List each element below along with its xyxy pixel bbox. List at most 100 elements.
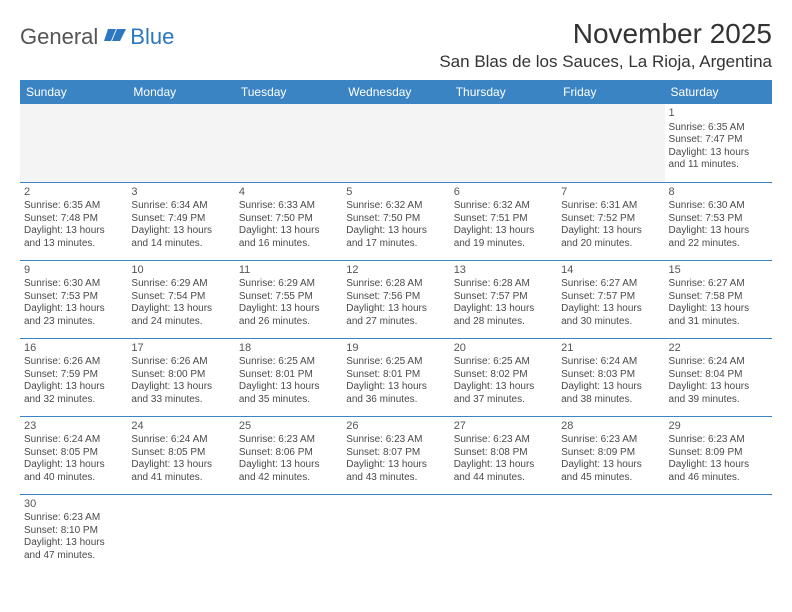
calendar-cell: 15Sunrise: 6:27 AMSunset: 7:58 PMDayligh…: [665, 260, 772, 338]
day-number: 24: [131, 420, 230, 434]
daylight-text: and 24 minutes.: [131, 316, 230, 329]
day-number: 27: [454, 420, 553, 434]
calendar-cell: 24Sunrise: 6:24 AMSunset: 8:05 PMDayligh…: [127, 416, 234, 494]
calendar-cell: 28Sunrise: 6:23 AMSunset: 8:09 PMDayligh…: [557, 416, 664, 494]
calendar-cell: [665, 494, 772, 576]
day-number: 1: [669, 107, 768, 121]
day-number: 26: [346, 420, 445, 434]
daylight-text: Daylight: 13 hours: [24, 381, 123, 394]
sunset-text: Sunset: 7:52 PM: [561, 213, 660, 226]
daylight-text: and 43 minutes.: [346, 472, 445, 485]
daylight-text: and 16 minutes.: [239, 238, 338, 251]
daylight-text: Daylight: 13 hours: [454, 303, 553, 316]
sunrise-text: Sunrise: 6:23 AM: [239, 434, 338, 447]
sunrise-text: Sunrise: 6:35 AM: [24, 200, 123, 213]
month-title: November 2025: [439, 18, 772, 50]
calendar-row: 16Sunrise: 6:26 AMSunset: 7:59 PMDayligh…: [20, 338, 772, 416]
day-number: 8: [669, 186, 768, 200]
sunrise-text: Sunrise: 6:35 AM: [669, 122, 768, 135]
sunset-text: Sunset: 7:47 PM: [669, 134, 768, 147]
sunrise-text: Sunrise: 6:23 AM: [24, 512, 123, 525]
sunset-text: Sunset: 8:09 PM: [669, 447, 768, 460]
day-number: 18: [239, 342, 338, 356]
calendar-cell: 22Sunrise: 6:24 AMSunset: 8:04 PMDayligh…: [665, 338, 772, 416]
daylight-text: Daylight: 13 hours: [669, 147, 768, 160]
calendar-cell: 20Sunrise: 6:25 AMSunset: 8:02 PMDayligh…: [450, 338, 557, 416]
day-number: 17: [131, 342, 230, 356]
day-header: Friday: [557, 80, 664, 104]
sunset-text: Sunset: 8:09 PM: [561, 447, 660, 460]
calendar-cell: 19Sunrise: 6:25 AMSunset: 8:01 PMDayligh…: [342, 338, 449, 416]
title-block: November 2025 San Blas de los Sauces, La…: [439, 18, 772, 72]
calendar-cell: 14Sunrise: 6:27 AMSunset: 7:57 PMDayligh…: [557, 260, 664, 338]
daylight-text: Daylight: 13 hours: [561, 459, 660, 472]
calendar-row: 1Sunrise: 6:35 AMSunset: 7:47 PMDaylight…: [20, 104, 772, 182]
daylight-text: and 11 minutes.: [669, 159, 768, 172]
calendar-cell: 25Sunrise: 6:23 AMSunset: 8:06 PMDayligh…: [235, 416, 342, 494]
daylight-text: Daylight: 13 hours: [346, 459, 445, 472]
day-number: 14: [561, 264, 660, 278]
daylight-text: and 35 minutes.: [239, 394, 338, 407]
logo-text-2: Blue: [130, 24, 174, 50]
sunset-text: Sunset: 7:56 PM: [346, 291, 445, 304]
daylight-text: Daylight: 13 hours: [454, 381, 553, 394]
day-number: 16: [24, 342, 123, 356]
sunset-text: Sunset: 7:49 PM: [131, 213, 230, 226]
calendar-cell: 21Sunrise: 6:24 AMSunset: 8:03 PMDayligh…: [557, 338, 664, 416]
sunrise-text: Sunrise: 6:29 AM: [239, 278, 338, 291]
sunrise-text: Sunrise: 6:34 AM: [131, 200, 230, 213]
day-number: 23: [24, 420, 123, 434]
sunset-text: Sunset: 7:58 PM: [669, 291, 768, 304]
day-number: 5: [346, 186, 445, 200]
daylight-text: and 32 minutes.: [24, 394, 123, 407]
calendar-cell: [342, 494, 449, 576]
sunrise-text: Sunrise: 6:28 AM: [454, 278, 553, 291]
calendar-body: 1Sunrise: 6:35 AMSunset: 7:47 PMDaylight…: [20, 104, 772, 576]
day-number: 3: [131, 186, 230, 200]
calendar-cell: 11Sunrise: 6:29 AMSunset: 7:55 PMDayligh…: [235, 260, 342, 338]
day-header: Sunday: [20, 80, 127, 104]
calendar-cell: 30Sunrise: 6:23 AMSunset: 8:10 PMDayligh…: [20, 494, 127, 576]
day-number: 25: [239, 420, 338, 434]
sunrise-text: Sunrise: 6:31 AM: [561, 200, 660, 213]
daylight-text: and 42 minutes.: [239, 472, 338, 485]
day-header-row: Sunday Monday Tuesday Wednesday Thursday…: [20, 80, 772, 104]
calendar-cell: [557, 104, 664, 182]
daylight-text: and 17 minutes.: [346, 238, 445, 251]
calendar-cell: 1Sunrise: 6:35 AMSunset: 7:47 PMDaylight…: [665, 104, 772, 182]
daylight-text: Daylight: 13 hours: [346, 303, 445, 316]
sunrise-text: Sunrise: 6:33 AM: [239, 200, 338, 213]
sunset-text: Sunset: 8:01 PM: [239, 369, 338, 382]
sunset-text: Sunset: 7:57 PM: [454, 291, 553, 304]
calendar-cell: 12Sunrise: 6:28 AMSunset: 7:56 PMDayligh…: [342, 260, 449, 338]
calendar-cell: 9Sunrise: 6:30 AMSunset: 7:53 PMDaylight…: [20, 260, 127, 338]
calendar-cell: 16Sunrise: 6:26 AMSunset: 7:59 PMDayligh…: [20, 338, 127, 416]
daylight-text: and 44 minutes.: [454, 472, 553, 485]
day-header: Thursday: [450, 80, 557, 104]
daylight-text: and 41 minutes.: [131, 472, 230, 485]
day-number: 12: [346, 264, 445, 278]
daylight-text: Daylight: 13 hours: [239, 459, 338, 472]
calendar-cell: [127, 494, 234, 576]
sunset-text: Sunset: 7:48 PM: [24, 213, 123, 226]
daylight-text: Daylight: 13 hours: [239, 381, 338, 394]
calendar-cell: [235, 494, 342, 576]
sunrise-text: Sunrise: 6:23 AM: [669, 434, 768, 447]
calendar-cell: 3Sunrise: 6:34 AMSunset: 7:49 PMDaylight…: [127, 182, 234, 260]
calendar-cell: [450, 494, 557, 576]
calendar-cell: 6Sunrise: 6:32 AMSunset: 7:51 PMDaylight…: [450, 182, 557, 260]
sunset-text: Sunset: 8:05 PM: [131, 447, 230, 460]
daylight-text: Daylight: 13 hours: [131, 459, 230, 472]
calendar-cell: 5Sunrise: 6:32 AMSunset: 7:50 PMDaylight…: [342, 182, 449, 260]
daylight-text: and 20 minutes.: [561, 238, 660, 251]
calendar-cell: [127, 104, 234, 182]
day-number: 10: [131, 264, 230, 278]
day-number: 20: [454, 342, 553, 356]
calendar-cell: 4Sunrise: 6:33 AMSunset: 7:50 PMDaylight…: [235, 182, 342, 260]
sunrise-text: Sunrise: 6:28 AM: [346, 278, 445, 291]
daylight-text: and 33 minutes.: [131, 394, 230, 407]
calendar-cell: 2Sunrise: 6:35 AMSunset: 7:48 PMDaylight…: [20, 182, 127, 260]
calendar-row: 30Sunrise: 6:23 AMSunset: 8:10 PMDayligh…: [20, 494, 772, 576]
daylight-text: and 47 minutes.: [24, 550, 123, 563]
logo-flag-icon: [102, 24, 128, 50]
